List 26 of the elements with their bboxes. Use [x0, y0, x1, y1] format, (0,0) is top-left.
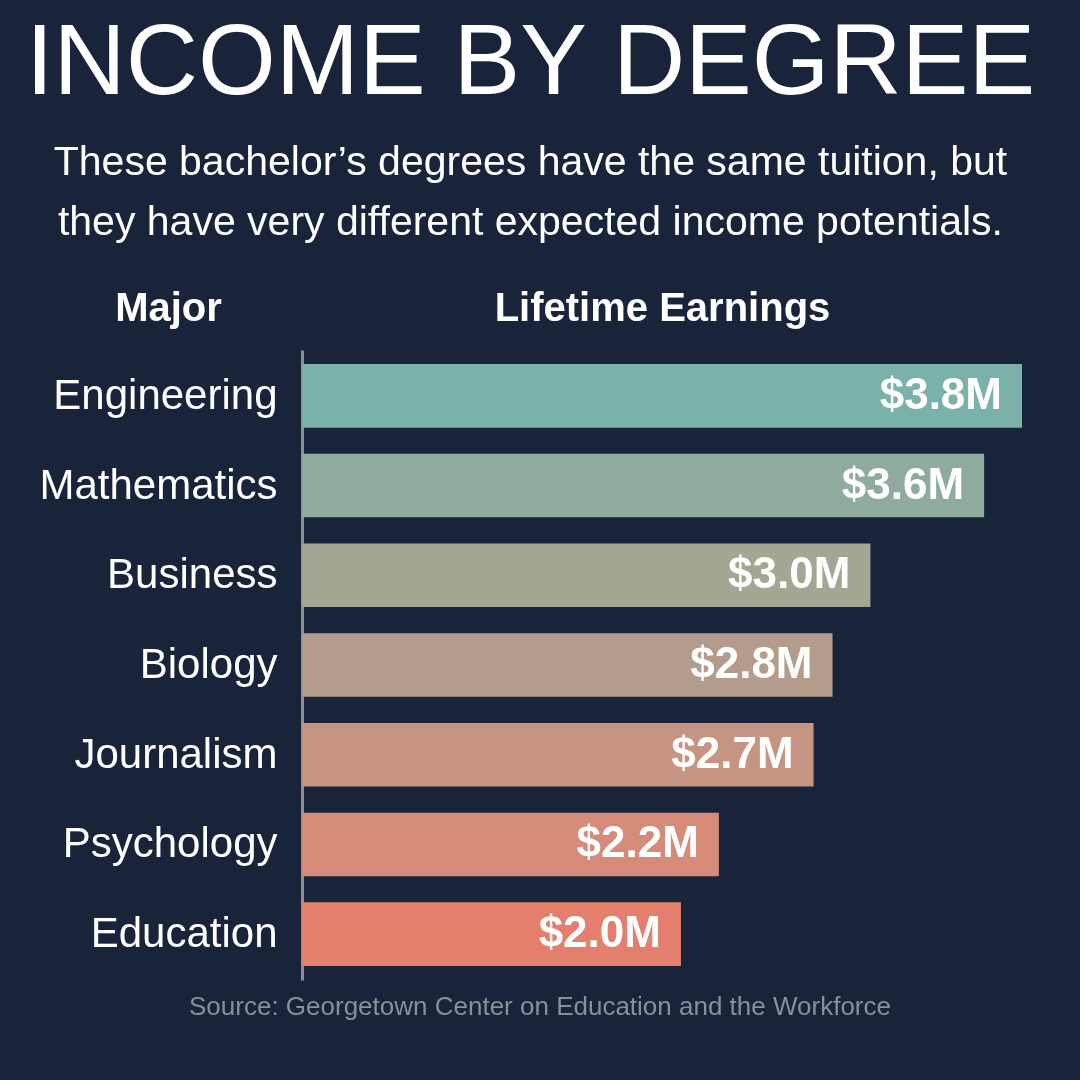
- source-note: Source: Georgetown Center on Education and the Workforce: [189, 991, 891, 1021]
- data-label: $3.8M: [879, 368, 1002, 418]
- bar: [302, 722, 814, 787]
- data-label: $2.0M: [538, 907, 661, 957]
- data-label: $2.8M: [690, 638, 813, 687]
- chart-subtitle: These bachelor’s degrees have the same tuition, but they have very different expected income potentials.: [53, 138, 1008, 244]
- data-label: $3.6M: [841, 458, 965, 508]
- y-axis-title: Major: [115, 284, 222, 329]
- bar: [302, 633, 833, 697]
- y-tick-label: Psychology: [62, 819, 278, 867]
- y-tick-label: Journalism: [74, 729, 278, 777]
- y-tick-label: Education: [90, 909, 278, 957]
- data-label: $3.0M: [728, 548, 851, 598]
- y-tick-label: Biology: [139, 640, 278, 687]
- bar: [302, 363, 1022, 428]
- y-tick-label: Business: [107, 550, 278, 598]
- bar: [302, 543, 871, 608]
- bar: [302, 812, 719, 877]
- y-tick-label: Engineering: [53, 370, 278, 418]
- bar: [302, 453, 985, 518]
- bar: [302, 902, 681, 967]
- x-axis-title: Lifetime Earnings: [494, 284, 831, 329]
- data-label: $2.7M: [671, 727, 794, 777]
- data-label: $2.2M: [576, 817, 699, 867]
- chart-title: INCOME BY DEGREE: [25, 3, 1036, 115]
- y-tick-label: Mathematics: [39, 460, 278, 508]
